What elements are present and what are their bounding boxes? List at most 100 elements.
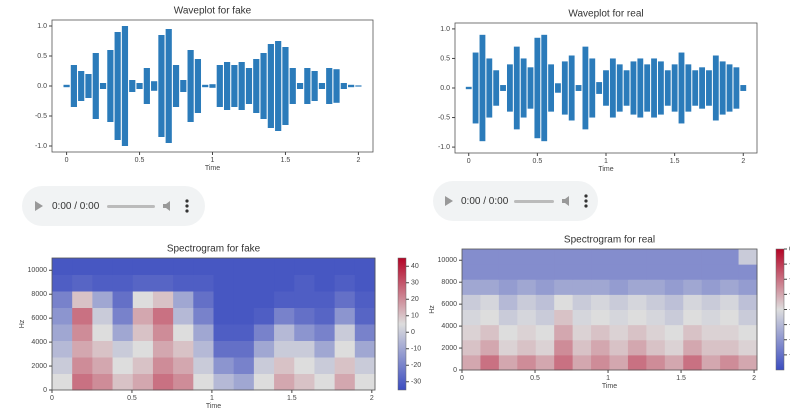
spectrogram-cell [591,310,610,326]
spectrogram-cell [355,357,376,374]
spectrogram-cell [499,279,518,295]
spectrogram-cell [628,325,647,341]
spectrogram-cell [739,325,758,341]
wave-envelope [733,67,739,108]
spectrogram-cell [92,291,113,308]
audio-player[interactable]: 0:00 / 0:00 [433,181,598,221]
x-tick-label: 0 [467,158,471,165]
menu-button[interactable] [179,196,195,216]
spectrogram-cell [254,341,275,358]
volume-button[interactable] [558,191,578,211]
spectrogram-cell [554,355,573,371]
y-tick-label: -1.0 [438,144,450,151]
spectrogram-cell [294,374,315,391]
spectrogram-cell [355,275,376,292]
spectrogram-cell [517,249,536,265]
spectrogram-cell [113,341,134,358]
volume-button[interactable] [159,196,179,216]
spectrogram-cell [720,249,739,265]
play-button[interactable] [433,191,461,211]
spectrogram-cell [52,308,73,325]
spectrogram-cell [52,258,73,275]
spectrogram-cell [92,275,113,292]
colorbar-tick-label: -30 [411,379,421,386]
spectrogram-cell [591,294,610,310]
spectrogram-cell [153,291,174,308]
spectrogram-cell [92,308,113,325]
spectrogram-cell [294,258,315,275]
wave-envelope [617,64,623,111]
wave-envelope [727,64,733,111]
spectrogram-cell [573,279,592,295]
wave-envelope [603,70,609,105]
spectrogram-cell [72,275,93,292]
x-tick-label: 1 [210,395,214,402]
wave-envelope [129,80,135,92]
wave-envelope [100,83,106,89]
y-tick-label: 4000 [31,339,47,346]
spectrogram-cell [173,357,194,374]
spectrogram-cell [646,249,665,265]
wave-envelope [333,69,339,103]
wave-envelope [326,68,332,104]
play-button[interactable] [22,196,52,216]
x-tick-label: 2 [370,395,374,402]
spectrogram-cell [665,355,684,371]
wave-envelope [562,61,568,114]
spectrogram-cell [355,308,376,325]
colorbar [398,258,406,390]
spectrogram-cell [739,294,758,310]
spectrogram-cell [480,264,499,280]
y-tick-label: 10000 [438,257,458,264]
menu-button[interactable] [578,191,594,211]
spectrogram-cell [517,310,536,326]
spectrogram-cell [646,279,665,295]
audio-player[interactable]: 0:00 / 0:00 [22,186,205,226]
spectrogram-cell [646,340,665,356]
spectrogram-cell [628,294,647,310]
spectrogram-cell [517,325,536,341]
spectrogram-cell [133,357,154,374]
x-tick-label: 1.5 [670,158,680,165]
spectrogram-cell [314,341,335,358]
spectrogram-cell [702,355,721,371]
spectrogram-cell [610,325,629,341]
spectrogram-cell [52,374,73,391]
wave-envelope [355,85,361,86]
spectrogram-cell [52,341,73,358]
spectrogram-cell [720,325,739,341]
wave-envelope [528,67,534,108]
wave-envelope [93,53,99,119]
y-tick-label: 0.0 [37,83,47,90]
spectrogram-cell [665,294,684,310]
x-tick-label: 1 [606,375,610,382]
x-axis-label: Time [206,403,221,410]
spectrogram-cell [234,258,255,275]
x-tick-label: 0.5 [532,158,542,165]
spectrogram-cell [683,340,702,356]
x-tick-label: 1.5 [287,395,297,402]
spectrogram-cell [628,340,647,356]
spectrogram-cell [335,341,356,358]
spectrogram-cell [536,249,555,265]
spectrogram-cell [254,308,275,325]
spectrogram-cell [133,374,154,391]
spectrogram-cell [646,264,665,280]
spectrogram-cell [646,355,665,371]
spectrogram-cell [536,264,555,280]
spectrogram-cell [274,374,295,391]
spectrogram-cell [113,357,134,374]
progress-bar[interactable] [99,196,159,216]
wave-envelope [195,59,201,113]
spectrogram-cell [573,294,592,310]
spectrogram-cell [234,341,255,358]
progress-bar[interactable] [508,191,558,211]
spectrogram-cell [665,249,684,265]
spectrogram-cell [628,355,647,371]
spectrogram-cell [355,374,376,391]
colorbar-tick-label: 40 [411,263,419,270]
y-tick-label: 0.5 [37,53,47,60]
y-tick-label: 8000 [31,291,47,298]
spectrogram-cell [610,355,629,371]
spectrogram-cell [72,374,93,391]
